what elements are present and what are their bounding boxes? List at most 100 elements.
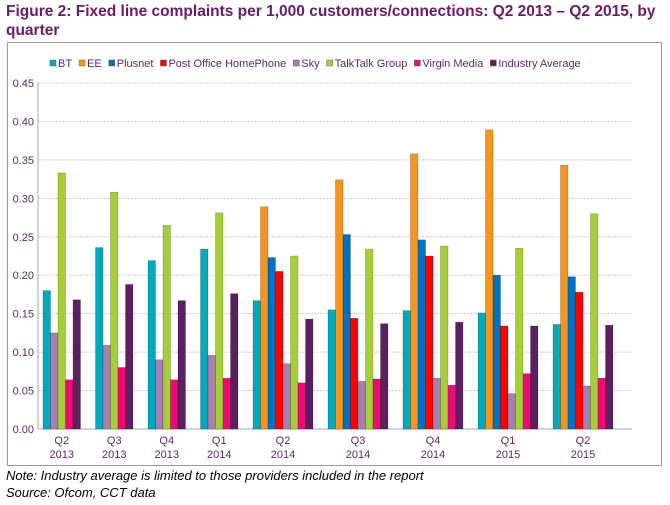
- x-tick-label: 2014: [271, 449, 295, 461]
- y-tick-label: 0.20: [13, 270, 34, 282]
- bar-virgin-media: [65, 379, 74, 430]
- bar-sky: [582, 385, 591, 430]
- x-tick-label: 2015: [571, 449, 595, 461]
- bar-virgin-media: [447, 384, 456, 430]
- bar-virgin-media: [117, 367, 126, 430]
- x-tick-label: 2014: [421, 449, 445, 461]
- bar-virgin-media: [170, 379, 179, 430]
- bar-industry-average: [230, 293, 239, 430]
- bar-ee: [260, 206, 269, 430]
- legend-swatch: [414, 59, 421, 67]
- x-tick-label: 2014: [346, 449, 370, 461]
- bar-bt: [200, 248, 209, 430]
- legend-item: Plusnet: [117, 58, 154, 70]
- bar-bt: [252, 300, 261, 430]
- bar-talktalk-group: [365, 248, 374, 430]
- x-tick-label: Q1: [212, 435, 227, 447]
- bar-bt: [552, 324, 561, 430]
- bar-talktalk-group: [162, 224, 171, 430]
- chart-title: Figure 2: Fixed line complaints per 1,00…: [6, 3, 656, 39]
- y-tick-label: 0.10: [13, 347, 34, 359]
- bar-plusnet: [417, 239, 426, 430]
- bar-post-office-homephone: [575, 291, 584, 430]
- bar-industry-average: [455, 321, 464, 430]
- legend-swatch: [326, 59, 333, 67]
- bar-sky: [102, 344, 111, 430]
- bar-talktalk-group: [215, 212, 224, 430]
- legend-item: TalkTalk Group: [335, 58, 408, 70]
- bar-talktalk-group: [440, 245, 449, 430]
- y-tick-label: 0.45: [13, 78, 34, 90]
- bar-plusnet: [567, 276, 576, 430]
- bar-plusnet: [267, 257, 276, 430]
- legend-swatch: [108, 59, 115, 67]
- bar-talktalk-group: [57, 172, 66, 430]
- bar-talktalk-group: [110, 191, 119, 430]
- bar-bt: [147, 260, 156, 430]
- bar-bt: [402, 310, 411, 430]
- bar-talktalk-group: [590, 213, 599, 430]
- y-tick-label: 0.30: [13, 193, 34, 205]
- bar-sky: [282, 363, 291, 430]
- x-tick-label: Q2: [576, 435, 591, 447]
- y-tick-label: 0.15: [13, 309, 34, 321]
- bar-industry-average: [605, 324, 614, 430]
- legend-item: Virgin Media: [422, 58, 484, 70]
- bar-plusnet: [342, 234, 351, 430]
- bar-ee: [485, 129, 494, 430]
- y-tick-label: 0.05: [13, 386, 34, 398]
- bar-bt: [42, 290, 51, 430]
- source-note: Source: Ofcom, CCT data: [6, 485, 156, 500]
- x-tick-label: 2013: [155, 449, 179, 461]
- x-tick-label: 2015: [496, 449, 520, 461]
- bar-industry-average: [380, 323, 389, 430]
- x-tick-label: Q2: [54, 435, 69, 447]
- x-tick-label: 2014: [207, 449, 231, 461]
- bar-sky: [155, 359, 164, 430]
- bar-virgin-media: [222, 378, 231, 430]
- bar-industry-average: [125, 284, 134, 430]
- bar-bt: [95, 247, 104, 430]
- bar-industry-average: [305, 318, 314, 430]
- bar-post-office-homephone: [350, 318, 359, 430]
- legend-item: Post Office HomePhone: [168, 58, 286, 70]
- y-tick-label: 0.40: [13, 116, 34, 128]
- bar-sky: [50, 332, 59, 430]
- legend-swatch: [490, 59, 497, 67]
- bar-virgin-media: [297, 382, 306, 430]
- legend-swatch: [78, 59, 86, 67]
- bar-ee: [335, 179, 344, 430]
- bar-post-office-homephone: [425, 255, 434, 430]
- legend-swatch: [160, 59, 167, 67]
- x-tick-label: Q3: [107, 435, 122, 447]
- x-tick-label: Q4: [426, 435, 441, 447]
- bar-post-office-homephone: [500, 325, 509, 430]
- bar-sky: [432, 378, 441, 430]
- bar-virgin-media: [372, 378, 381, 430]
- bar-talktalk-group: [515, 248, 524, 430]
- bar-bt: [477, 312, 486, 430]
- x-tick-label: Q3: [351, 435, 366, 447]
- footnote: Note: Industry average is limited to tho…: [6, 468, 424, 483]
- x-tick-label: Q2: [276, 435, 291, 447]
- bar-virgin-media: [522, 373, 531, 430]
- legend-item: Industry Average: [498, 58, 580, 70]
- bar-post-office-homephone: [275, 271, 284, 430]
- chart-frame: [7, 42, 662, 466]
- y-tick-label: 0.25: [13, 232, 34, 244]
- bar-ee: [560, 165, 569, 430]
- legend-item: Sky: [301, 58, 320, 70]
- y-tick-label: 0.35: [13, 155, 34, 167]
- x-tick-label: 2013: [50, 449, 74, 461]
- bar-industry-average: [177, 300, 186, 430]
- bar-sky: [507, 393, 516, 430]
- bar-sky: [357, 381, 366, 430]
- x-tick-label: 2013: [102, 449, 126, 461]
- bar-industry-average: [72, 299, 81, 430]
- bar-plusnet: [492, 274, 501, 430]
- bar-industry-average: [530, 325, 539, 430]
- bar-bt: [327, 309, 336, 430]
- legend-item: BT: [58, 58, 72, 70]
- x-tick-label: Q1: [501, 435, 516, 447]
